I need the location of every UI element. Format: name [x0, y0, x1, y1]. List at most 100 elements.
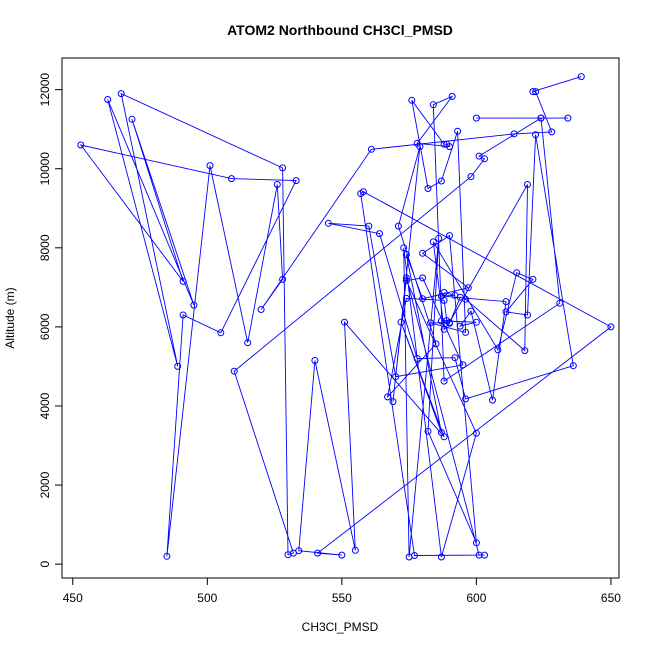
- data-point: [419, 249, 427, 257]
- data-point: [279, 275, 287, 283]
- data-point: [117, 90, 125, 98]
- data-point: [446, 232, 453, 240]
- data-point: [462, 328, 470, 336]
- chart-title: ATOM2 Northbound CH3Cl_PMSD: [227, 22, 453, 38]
- data-point: [413, 355, 421, 362]
- y-tick-label: 10000: [38, 152, 52, 186]
- data-point: [556, 299, 564, 307]
- data-point: [402, 251, 410, 258]
- data-point: [411, 552, 418, 559]
- data-point: [472, 429, 480, 437]
- data-point: [324, 219, 332, 227]
- data-point: [564, 114, 572, 122]
- data-point: [481, 551, 488, 559]
- data-point: [179, 277, 187, 285]
- data-point: [376, 230, 383, 238]
- data-point: [163, 552, 171, 560]
- data-point: [392, 373, 400, 381]
- data-point: [190, 301, 198, 309]
- data-point: [257, 306, 265, 313]
- data-point: [435, 234, 443, 242]
- y-tick-label: 8000: [38, 234, 52, 261]
- data-point: [472, 318, 480, 326]
- data-point: [467, 173, 475, 181]
- data-point: [451, 354, 459, 362]
- data-point: [367, 145, 375, 153]
- data-point: [513, 269, 521, 277]
- data-point: [451, 291, 459, 299]
- data-point: [532, 88, 540, 96]
- data-point: [419, 295, 427, 303]
- plot-area: [77, 73, 615, 561]
- data-point: [440, 140, 448, 148]
- data-point: [440, 433, 448, 441]
- data-point: [448, 92, 456, 100]
- data-point: [440, 377, 448, 385]
- data-point: [384, 393, 392, 401]
- data-point: [230, 367, 238, 375]
- data-point: [524, 311, 531, 319]
- data-point: [424, 185, 432, 192]
- data-point: [529, 88, 537, 96]
- data-point: [472, 114, 480, 122]
- data-point: [402, 274, 410, 282]
- data-point: [440, 289, 448, 296]
- data-point: [311, 357, 319, 364]
- data-point: [408, 96, 416, 104]
- data-point: [454, 127, 462, 135]
- x-tick-label: 600: [466, 591, 486, 605]
- x-axis-label: CH3Cl_PMSD: [302, 620, 379, 634]
- data-point: [569, 362, 577, 370]
- data-point: [174, 362, 182, 370]
- data-point: [510, 130, 518, 138]
- data-point: [456, 322, 464, 330]
- data-point: [295, 547, 303, 555]
- x-tick-label: 550: [332, 591, 352, 605]
- data-point: [502, 308, 510, 316]
- data-point: [521, 347, 529, 355]
- data-point: [427, 319, 435, 327]
- data-point: [419, 274, 427, 282]
- data-point: [472, 539, 480, 547]
- y-tick-label: 6000: [38, 313, 52, 340]
- data-point: [489, 396, 496, 404]
- data-point: [217, 329, 225, 337]
- data-point: [502, 298, 510, 306]
- x-tick-label: 500: [197, 591, 217, 605]
- series-line: [79, 76, 612, 558]
- x-tick-label: 450: [63, 591, 83, 605]
- x-tick-label: 650: [601, 591, 621, 605]
- data-point: [443, 317, 451, 325]
- data-point: [437, 177, 445, 185]
- data-point: [279, 164, 287, 172]
- data-point: [548, 128, 556, 136]
- y-tick-label: 0: [38, 561, 52, 568]
- data-point: [179, 311, 187, 319]
- data-point: [77, 141, 85, 149]
- data-point: [443, 140, 451, 148]
- data-point: [529, 275, 537, 283]
- data-point: [397, 318, 405, 326]
- data-point: [338, 551, 346, 559]
- data-point: [475, 551, 483, 559]
- data-point: [459, 361, 467, 369]
- data-point: [206, 162, 214, 170]
- data-point: [464, 284, 472, 292]
- data-point: [351, 546, 359, 554]
- y-tick-label: 4000: [38, 392, 52, 419]
- data-point: [357, 190, 365, 198]
- data-point: [440, 325, 448, 333]
- data-point: [424, 427, 432, 435]
- data-point: [228, 175, 235, 183]
- data-point: [432, 340, 440, 348]
- data-point: [389, 398, 397, 406]
- data-point: [537, 114, 545, 122]
- data-point: [314, 549, 322, 557]
- data-point: [475, 152, 483, 160]
- data-point: [402, 294, 410, 302]
- data-point: [607, 323, 615, 331]
- data-point: [128, 115, 136, 123]
- data-point: [437, 317, 445, 325]
- y-tick-label: 12000: [38, 73, 52, 107]
